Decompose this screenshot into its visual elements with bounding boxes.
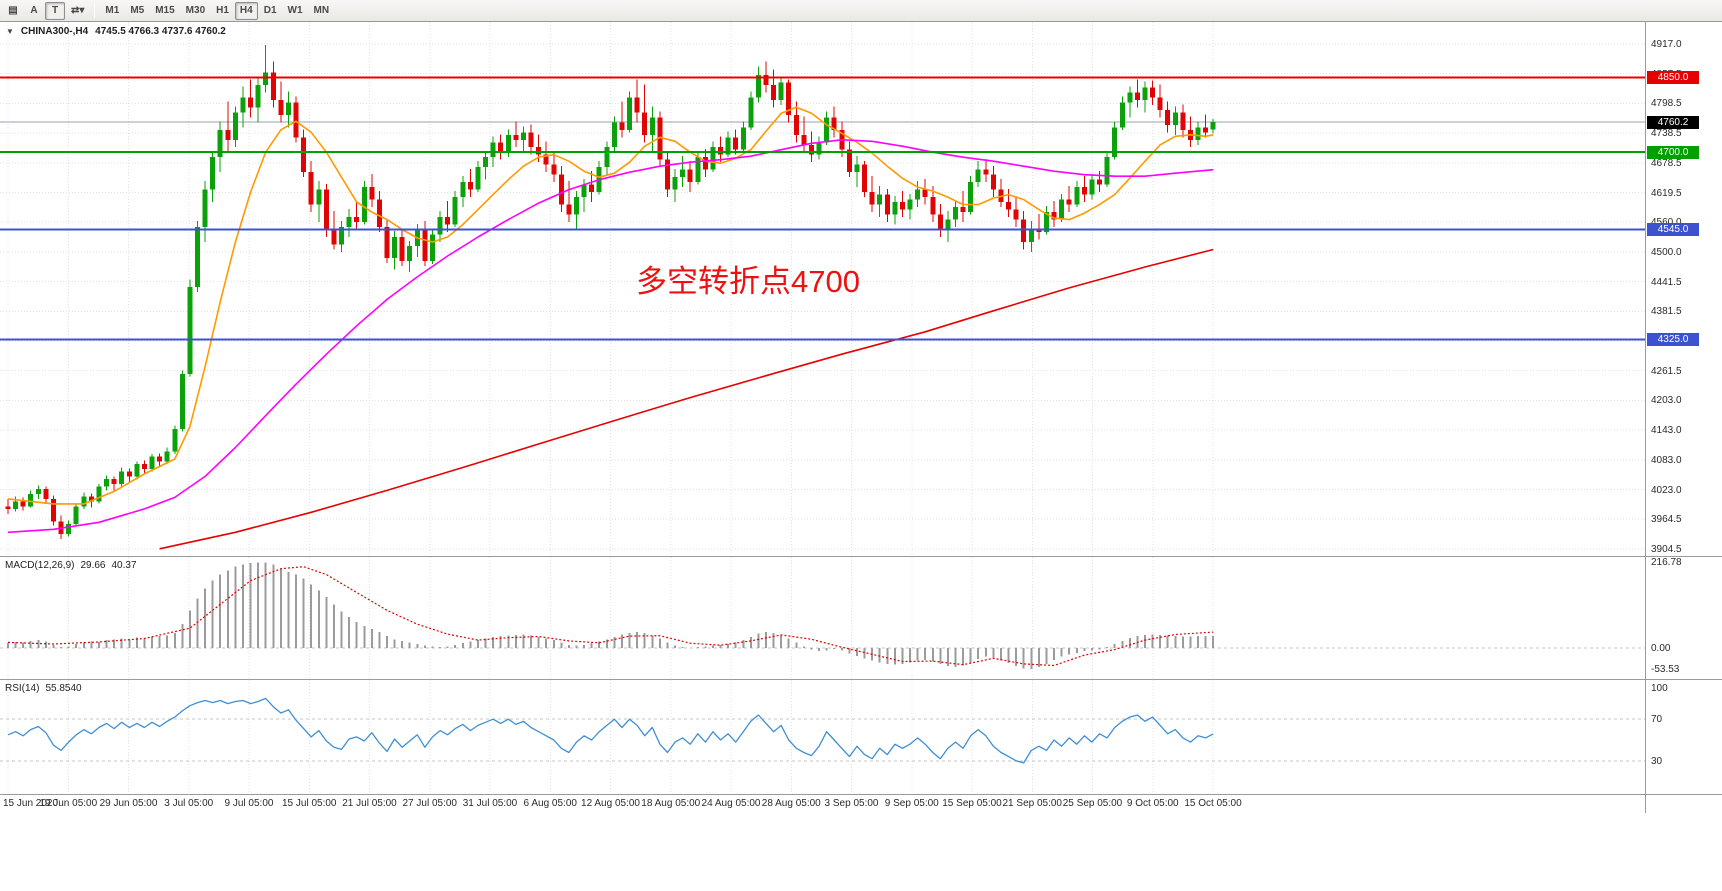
text-label-tool-button[interactable]: T: [45, 1, 65, 20]
price-axis-label: 4678.5: [1651, 157, 1682, 169]
toolbar-separator: [94, 3, 96, 18]
price-axis-label: 4261.5: [1651, 365, 1682, 377]
timeframe-h1-button[interactable]: H1: [216, 5, 229, 16]
time-axis-label: 9 Oct 05:00: [1126, 798, 1179, 809]
price-axis-label: 4917.0: [1651, 39, 1682, 50]
symbol-timeframe-label: CHINA300-,H4: [20, 26, 89, 37]
macd-header: MACD(12,26,9) 29.66 40.37: [5, 560, 137, 571]
time-axis-label: 15 Jun 2020: [3, 798, 59, 809]
rsi-header: RSI(14) 55.8540: [5, 683, 82, 694]
time-axis-label: 15 Oct 05:00: [1184, 798, 1242, 809]
timeframe-buttons: M1 M5 M15 M30 H1 H4 D1 W1 MN: [100, 1, 334, 20]
time-axis-label: 25 Sep 05:00: [1062, 798, 1123, 809]
time-axis-label: 9 Jul 05:00: [224, 798, 274, 809]
time-axis-label: 9 Sep 05:00: [884, 798, 939, 809]
timeframe-w1-button[interactable]: W1: [287, 5, 303, 16]
time-axis-label: 15 Sep 05:00: [942, 798, 1002, 809]
macd-signal-value: 40.37: [111, 560, 137, 571]
symbol-header: ▼ CHINA300-,H4 4745.5 4766.3 4737.6 4760…: [6, 26, 226, 37]
price-axis-label: 100: [1651, 683, 1668, 694]
candlesticks: [5, 44, 1216, 539]
timeframe-d1-button[interactable]: D1: [263, 5, 277, 16]
macd-main-value: 29.66: [80, 560, 106, 571]
time-axis-label: 21 Jul 05:00: [342, 798, 397, 809]
price-axis-label: 4560.0: [1651, 217, 1682, 228]
toolbar-tools: ▤ A T ⇄▾: [3, 1, 89, 20]
timeframe-mn-button[interactable]: MN: [313, 5, 330, 16]
timeframe-h4-button[interactable]: H4: [234, 1, 258, 20]
timeframe-m30-button[interactable]: M30: [185, 5, 206, 16]
price-axis-label: 0.00: [1651, 643, 1671, 654]
price-axis-label: -53.53: [1651, 664, 1680, 676]
line-studies-dropdown-button[interactable]: ⇄▾: [71, 5, 85, 16]
price-axis-label: 70: [1651, 714, 1663, 726]
toolbar: ▤ A T ⇄▾ M1 M5 M15 M30 H1 H4 D1 W1 MN: [0, 0, 1722, 22]
chart-list-button[interactable]: ▤: [8, 5, 18, 16]
price-axis-label: 4203.0: [1651, 395, 1682, 407]
rsi-panel-canvas[interactable]: [0, 680, 1645, 794]
panel-divider: [0, 556, 1722, 557]
price-axis-label: 4083.0: [1651, 454, 1682, 466]
price-axis-label: 4023.0: [1651, 484, 1682, 496]
level-price-badge: 4325.0: [1647, 332, 1699, 346]
price-axis[interactable]: 4917.04857.54798.54738.54678.54619.54560…: [1646, 22, 1722, 813]
symbol-ohlc-values: 4745.5 4766.3 4737.6 4760.2: [95, 26, 226, 37]
price-axis-label: 30: [1651, 755, 1663, 767]
time-axis-label: 24 Aug 05:00: [701, 798, 761, 809]
price-axis-label: 4500.0: [1651, 246, 1682, 258]
level-price-badge: 4850.0: [1647, 70, 1699, 84]
time-axis-label: 31 Jul 05:00: [462, 798, 518, 809]
time-axis-label: 21 Sep 05:00: [1002, 798, 1063, 809]
main-chart-canvas[interactable]: 多空转折点4700: [0, 22, 1645, 556]
macd-label: MACD(12,26,9): [5, 560, 75, 571]
level-price-badge: 4700.0: [1647, 145, 1699, 159]
time-axis-label: 19 Jun 05:00: [39, 798, 98, 809]
panel-divider: [0, 794, 1722, 795]
time-axis-label: 28 Aug 05:00: [761, 798, 821, 809]
price-axis-divider: [1645, 22, 1646, 813]
chart-annotation-text[interactable]: 多空转折点4700: [636, 264, 860, 299]
time-axis-label: 27 Jul 05:00: [402, 798, 458, 809]
ma-slow-line: [159, 248, 1214, 550]
price-axis-label: 4619.5: [1651, 187, 1682, 199]
macd-panel-canvas[interactable]: [0, 557, 1645, 679]
time-axis-label: 12 Aug 05:00: [581, 798, 640, 809]
time-axis-label: 15 Jul 05:00: [282, 798, 337, 809]
price-axis-label: 4441.5: [1651, 276, 1682, 288]
panel-divider: [0, 679, 1722, 680]
time-axis-label: 18 Aug 05:00: [641, 798, 701, 809]
current-price-badge: 4760.2: [1647, 115, 1699, 129]
timeframe-m15-button[interactable]: M15: [155, 5, 175, 16]
rsi-label: RSI(14): [5, 683, 40, 694]
rsi-line: [7, 697, 1214, 764]
macd-histogram: [7, 562, 1215, 670]
time-axis-label: 3 Sep 05:00: [824, 798, 879, 809]
timeframe-m1-button[interactable]: M1: [105, 5, 120, 16]
level-price-badge: 4545.0: [1647, 223, 1699, 236]
price-axis-label: 4381.5: [1651, 306, 1682, 318]
ma-fast-line: [7, 106, 1214, 505]
ma-medium-line: [7, 139, 1214, 534]
timeframe-m5-button[interactable]: M5: [130, 5, 145, 16]
time-axis-label: 3 Jul 05:00: [164, 798, 214, 809]
price-axis-label: 4738.5: [1651, 128, 1682, 140]
text-tool-button[interactable]: A: [30, 5, 38, 16]
macd-signal-line: [7, 566, 1214, 667]
price-axis-label: 216.78: [1651, 557, 1682, 568]
time-axis-label: 6 Aug 05:00: [523, 798, 577, 809]
price-axis-label: 4798.5: [1651, 98, 1682, 110]
time-axis-label: 29 Jun 05:00: [99, 798, 158, 809]
time-axis[interactable]: 15 Jun 2020 19 Jun 05:00 29 Jun 05:00 3 Jul…: [0, 795, 1645, 813]
price-axis-label: 4143.0: [1651, 425, 1682, 437]
rsi-value: 55.8540: [45, 683, 82, 694]
price-axis-label: 3964.5: [1651, 514, 1682, 526]
price-axis-label: 3904.5: [1651, 543, 1682, 555]
collapse-triangle-icon[interactable]: ▼: [6, 27, 14, 36]
